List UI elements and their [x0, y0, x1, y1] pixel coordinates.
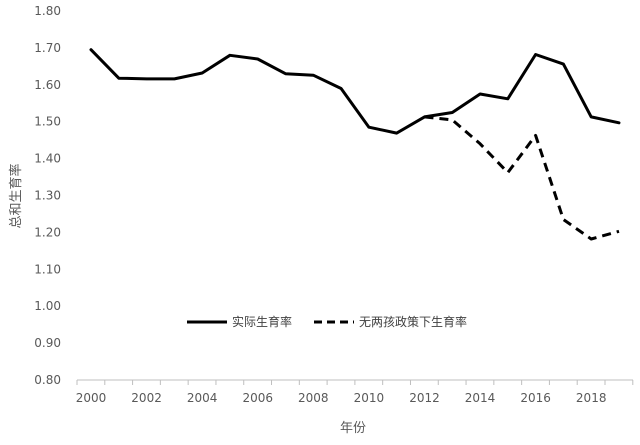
y-tick-label: 1.70: [34, 41, 61, 55]
y-tick-label: 1.10: [34, 262, 61, 276]
x-axis-title: 年份: [340, 421, 366, 436]
y-tick-label: 1.00: [34, 299, 61, 313]
x-tick-label: 2018: [576, 391, 607, 405]
series-line-actual-rate: [89, 48, 621, 135]
legend-label-no-two-child-policy-rate: 无两孩政策下生育率: [359, 314, 467, 329]
x-tick-label: 2012: [409, 391, 440, 405]
x-tick-label: 2010: [354, 391, 385, 405]
y-tick-label: 0.90: [34, 336, 61, 350]
x-tick-label: 2002: [131, 391, 162, 405]
legend-label-actual-rate: 实际生育率: [232, 314, 292, 329]
x-tick-label: 2008: [298, 391, 329, 405]
x-tick-label: 2014: [465, 391, 496, 405]
x-tick-label: 2016: [520, 391, 551, 405]
y-tick-label: 1.80: [34, 4, 61, 18]
x-tick-label: 2000: [76, 391, 107, 405]
x-tick-label: 2004: [187, 391, 218, 405]
y-tick-label: 1.30: [34, 189, 61, 203]
y-tick-label: 1.50: [34, 115, 61, 129]
series-line-no-two-child-policy-rate: [424, 115, 620, 241]
series-layer: [89, 48, 621, 241]
y-tick-label: 1.40: [34, 152, 61, 166]
legend: 实际生育率 无两孩政策下生育率: [187, 314, 467, 329]
y-axis-ticks: 0.80 0.90 1.00 1.10 1.20 1.30 1.40 1.50 1.60 1.70…: [34, 4, 61, 387]
y-axis-title: 总和生育率: [8, 163, 24, 228]
y-tick-label: 0.80: [34, 373, 61, 387]
x-axis-tickmarks: [76, 380, 634, 385]
x-axis-ticks: 2000 2002 2004 2006 2008 2010 2012 2014 2016 2018: [76, 391, 607, 405]
y-tick-label: 1.20: [34, 225, 61, 239]
y-tick-label: 1.60: [34, 78, 61, 92]
x-tick-label: 2006: [242, 391, 273, 405]
